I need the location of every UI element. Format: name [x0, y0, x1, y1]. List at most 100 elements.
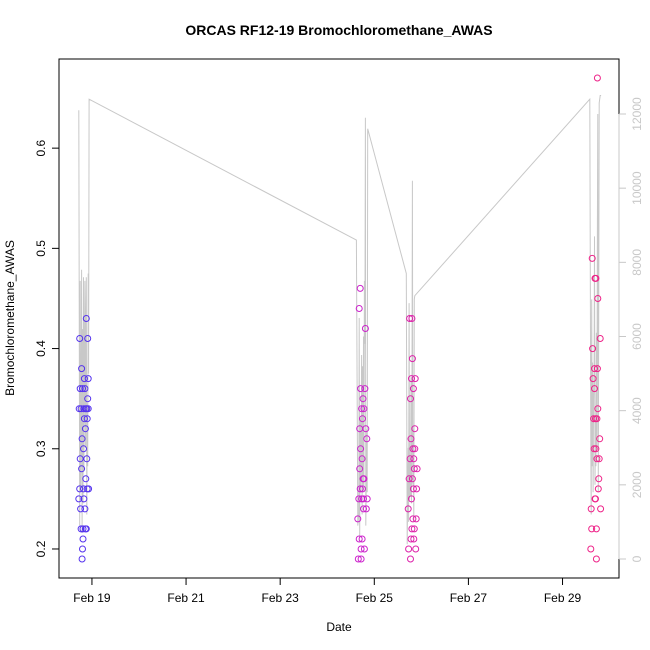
data-point [77, 505, 85, 513]
data-point [406, 455, 414, 463]
data-point [594, 295, 602, 302]
data-point [409, 445, 417, 453]
data-point [590, 415, 598, 423]
x-tick-label: Feb 25 [356, 591, 394, 605]
data-point [76, 335, 84, 342]
data-point [591, 365, 598, 373]
data-point [409, 385, 417, 393]
data-point [408, 525, 416, 533]
data-point [409, 515, 417, 523]
data-point [81, 385, 89, 393]
data-point [362, 425, 370, 433]
data-point [360, 545, 368, 553]
data-point [359, 485, 366, 493]
y-tick-label: 0.5 [34, 240, 48, 257]
data-point [363, 435, 371, 443]
x-axis-label: Date [326, 620, 352, 634]
data-point [408, 375, 415, 383]
data-point [411, 375, 419, 383]
data-point [81, 425, 89, 433]
data-point [594, 405, 602, 413]
data-point [413, 485, 421, 493]
data-point [408, 475, 416, 483]
data-point [360, 505, 367, 513]
data-point [408, 495, 415, 503]
data-point [78, 365, 86, 373]
data-point [357, 445, 365, 453]
data-point [76, 455, 84, 463]
data-point [592, 495, 599, 503]
data-point [357, 555, 365, 563]
data-point [412, 515, 420, 523]
data-point [78, 555, 86, 563]
chart-title: ORCAS RF12-19 Bromochloromethane_AWAS [185, 22, 492, 38]
altitude-line [78, 95, 602, 545]
x-tick-label: Feb 29 [544, 591, 582, 605]
data-point [358, 455, 366, 463]
data-point [360, 405, 368, 413]
data-point [358, 405, 366, 413]
y-tick-label: 0.4 [34, 340, 48, 357]
data-point [84, 375, 92, 383]
y2-tick-label: 2000 [630, 471, 644, 498]
y-tick-label: 0.3 [34, 440, 48, 457]
data-point [80, 415, 88, 423]
data-point [593, 74, 601, 82]
data-point [411, 425, 419, 433]
data-point [82, 525, 90, 533]
data-point [593, 365, 601, 373]
data-point [593, 455, 601, 463]
x-tick-label: Feb 27 [450, 591, 488, 605]
data-point [592, 445, 600, 453]
data-point [77, 525, 85, 533]
data-point [359, 415, 366, 423]
data-point [80, 485, 87, 493]
data-point [407, 435, 415, 443]
data-point [411, 445, 419, 453]
data-point [355, 305, 363, 312]
data-point [410, 535, 418, 543]
data-point [592, 274, 600, 282]
data-point [589, 345, 597, 353]
data-point [354, 515, 362, 523]
x-tick-label: Feb 23 [261, 591, 299, 605]
data-point [82, 315, 90, 322]
data-point [408, 355, 416, 363]
data-point [358, 535, 366, 543]
data-point [79, 535, 87, 543]
y2-tick-label: 10000 [630, 171, 644, 205]
data-point [355, 495, 363, 503]
data-point [83, 455, 91, 463]
data-point [81, 505, 89, 513]
data-point [359, 395, 367, 403]
data-point [588, 254, 596, 262]
data-point [360, 495, 367, 503]
data-point [360, 475, 368, 483]
plot-area: Feb 19 Feb 21 Feb 23 Feb 25 Feb 27 Feb 29 0.2 0… [34, 58, 644, 605]
data-point [76, 485, 84, 493]
data-point [78, 435, 86, 443]
data-point [410, 525, 418, 533]
data-point [591, 385, 598, 393]
data-point [80, 445, 87, 453]
data-point [80, 495, 88, 503]
y2-tick-label: 8000 [630, 249, 644, 276]
data-point [413, 465, 421, 473]
data-point [588, 525, 596, 533]
data-point [84, 405, 92, 413]
data-point [595, 455, 603, 463]
data-point [356, 465, 364, 473]
data-point [75, 495, 83, 503]
data-point [361, 385, 369, 393]
data-point [595, 475, 603, 483]
data-point [80, 405, 88, 413]
data-point [75, 405, 83, 413]
data-point [404, 505, 412, 513]
data-point [363, 495, 371, 503]
y2-tick-label: 4000 [630, 397, 644, 424]
y-axis-label: Bromochloromethane_AWAS [3, 240, 17, 396]
data-point [357, 545, 365, 553]
data-point [593, 415, 601, 423]
data-point [597, 505, 605, 513]
